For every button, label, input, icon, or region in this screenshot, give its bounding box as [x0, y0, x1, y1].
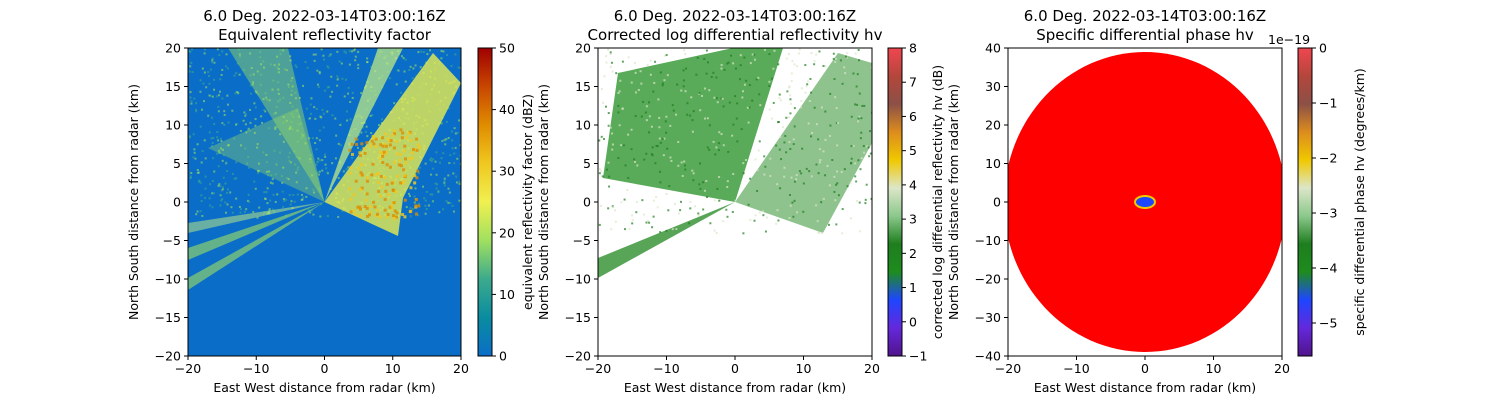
y-tick-label: 15	[575, 79, 591, 94]
chart-title: 6.0 Deg. 2022-03-14T03:00:16Z	[614, 7, 856, 25]
colorbar-tick-label: 8	[909, 41, 917, 56]
y-tick-label: 0	[993, 195, 1001, 210]
y-tick-label: −10	[565, 272, 591, 287]
colorbar-tick-label: −2	[1319, 151, 1337, 166]
y-tick-label: −40	[975, 349, 1001, 364]
colorbar-tick-label: 0	[499, 349, 507, 364]
colorbar-tick-label: −3	[1319, 206, 1337, 221]
x-tick-label: −20	[995, 361, 1021, 376]
x-tick-label: 0	[731, 361, 739, 376]
y-tick-label: 10	[165, 118, 181, 133]
y-tick-label: −5	[573, 233, 591, 248]
colorbar: 0 10 20 30 40 50 equivalent reflectivity facto…	[477, 41, 535, 364]
colorbar-tick-label: 40	[499, 102, 515, 117]
y-tick-label: −20	[975, 272, 1001, 287]
colorbar-tick-label: 4	[909, 177, 917, 192]
y-tick-label: 20	[985, 118, 1001, 133]
chart-title: 6.0 Deg. 2022-03-14T03:00:16Z	[1024, 7, 1266, 25]
y-tick-label: −5	[163, 233, 181, 248]
y-tick-label: 10	[985, 156, 1001, 171]
y-tick-label: 5	[583, 156, 591, 171]
x-tick-label: 20	[864, 361, 880, 376]
colorbar-tick-label: 30	[499, 164, 515, 179]
colorbar-tick-label: 6	[909, 109, 917, 124]
x-tick-label: 10	[1206, 361, 1222, 376]
colorbar-gradient	[477, 47, 493, 357]
y-tick-label: 10	[575, 118, 591, 133]
y-tick-label: 30	[985, 79, 1001, 94]
x-tick-label: 20	[453, 361, 469, 376]
y-axis-label: North South distance from radar (km)	[946, 84, 961, 320]
x-tick-label: 20	[1274, 361, 1290, 376]
colorbar-tick-label: 2	[909, 246, 917, 261]
colorbar-tick-label: 20	[499, 225, 515, 240]
colorbar-tick-label: −4	[1319, 261, 1337, 276]
y-axis-label: North South distance from radar (km)	[126, 84, 141, 320]
colorbar-tick-label: 7	[909, 75, 917, 90]
colorbar-gradient	[887, 47, 903, 357]
y-tick-label: 40	[985, 41, 1001, 56]
colorbar-label: corrected log differential reflectivity …	[930, 65, 945, 339]
colorbar-tick-label: −5	[1319, 316, 1337, 331]
x-axis-label: East West distance from radar (km)	[1034, 380, 1256, 395]
y-axis-label: North South distance from radar (km)	[536, 84, 551, 320]
y-tick-label: −20	[565, 349, 591, 364]
x-tick-label: 0	[321, 361, 329, 376]
colorbar-tick-label: 10	[499, 287, 515, 302]
y-tick-label: 5	[173, 156, 181, 171]
chart-title: 6.0 Deg. 2022-03-14T03:00:16Z	[203, 7, 445, 25]
panel-1: −20 −10 0 10 20 −20 −15 −10 −5 0 5 10 15 20 6.0 Deg. 2…	[126, 7, 535, 395]
colorbar-tick-label: 5	[909, 143, 917, 158]
y-tick-label: −20	[155, 349, 181, 364]
x-tick-label: −10	[1063, 361, 1089, 376]
x-tick-label: −10	[653, 361, 679, 376]
colorbar-tick-label: 0	[1319, 41, 1327, 56]
colorbar: −1 0 1 2 3 4 5 6 7 8 corrected log differential re…	[887, 41, 945, 364]
x-axis-label: East West distance from radar (km)	[624, 380, 846, 395]
colorbar-tick-label: −1	[1319, 96, 1337, 111]
y-tick-label: −30	[975, 310, 1001, 325]
y-tick-label: −10	[975, 233, 1001, 248]
x-tick-label: 10	[385, 361, 401, 376]
y-tick-label: 20	[165, 41, 181, 56]
colorbar-tick-label: 0	[909, 314, 917, 329]
colorbar-offset-text: 1e−19	[1268, 32, 1310, 47]
y-tick-label: −15	[565, 310, 591, 325]
colorbar-tick-label: −1	[909, 349, 927, 364]
x-tick-label: −20	[585, 361, 611, 376]
plot-area	[598, 48, 872, 356]
x-tick-label: −20	[175, 361, 201, 376]
colorbar: 0 −1 −2 −3 −4 −5 1e−19 specific differential ph…	[1268, 32, 1367, 357]
colorbar-tick-label: 50	[499, 41, 515, 56]
y-tick-label: −10	[155, 272, 181, 287]
y-tick-label: −15	[155, 310, 181, 325]
chart-subtitle: Corrected log differential reflectivity …	[588, 26, 883, 44]
colorbar-tick-label: 3	[909, 212, 917, 227]
radar-center	[1134, 195, 1156, 209]
y-tick-label: 15	[165, 79, 181, 94]
y-tick-label: 0	[583, 195, 591, 210]
colorbar-label: specific differential phase hv (degrees/…	[1352, 68, 1367, 336]
plot-area	[188, 48, 461, 356]
y-tick-label: 0	[173, 195, 181, 210]
x-tick-label: −10	[243, 361, 269, 376]
chart-subtitle: Equivalent reflectivity factor	[218, 26, 432, 44]
x-axis-label: East West distance from radar (km)	[213, 380, 435, 395]
colorbar-tick-label: 1	[909, 280, 917, 295]
colorbar-gradient	[1297, 47, 1313, 357]
y-tick-label: 20	[575, 41, 591, 56]
x-tick-label: 0	[1141, 361, 1149, 376]
plot-area	[1008, 48, 1282, 356]
x-tick-label: 10	[796, 361, 812, 376]
chart-subtitle: Specific differential phase hv	[1036, 26, 1254, 44]
colorbar-label: equivalent reflectivity factor (dBZ)	[520, 94, 535, 310]
